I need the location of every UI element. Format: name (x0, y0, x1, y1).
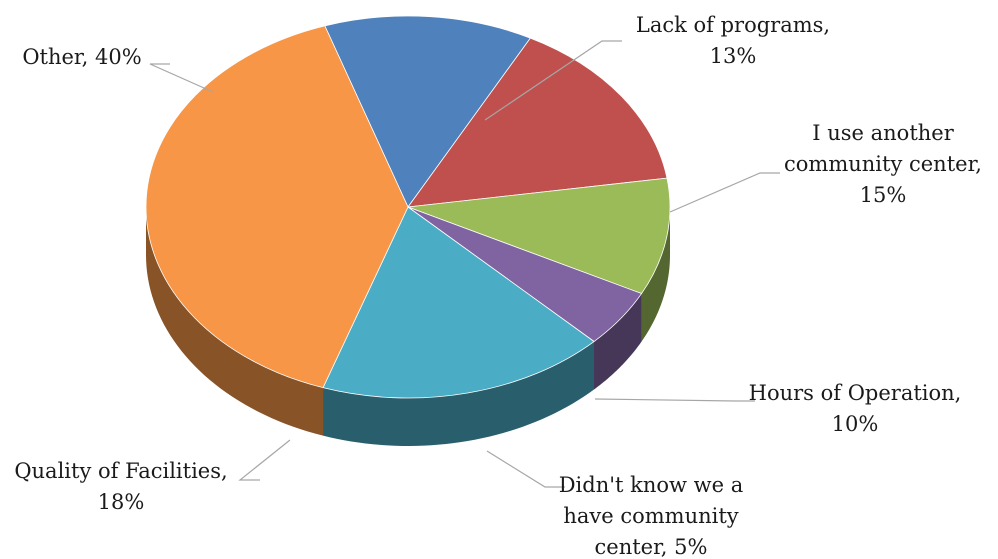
slice-lack-of-programs (324, 15, 531, 208)
leader-line-quality-of-facilities (238, 439, 291, 481)
slice-side-other (146, 207, 324, 436)
slice-label-didn-t-know-we-a-have-community-center: Didn't know we a have community center, 5% (559, 473, 744, 559)
slice-hours-of-operation (407, 177, 671, 294)
slice-side-didn-t-know-we-a-have-community-center (594, 293, 642, 390)
leader-line-didn-t-know-we-a-have-community-center (486, 450, 565, 488)
leader-line-other (149, 63, 214, 93)
slice-label-other: Other, 40% (22, 45, 141, 69)
slice-label-hours-of-operation: Hours of Operation, 10% (749, 381, 962, 436)
slice-label-i-use-another-community-center: I use another community center, 15% (784, 121, 982, 207)
slice-label-lack-of-programs: Lack of programs, 13% (636, 13, 830, 68)
slice-label-quality-of-facilities: Quality of Facilities, 18% (14, 459, 227, 514)
slice-i-use-another-community-center (407, 37, 668, 208)
slice-quality-of-facilities (322, 206, 595, 399)
pie-slices (145, 15, 671, 399)
slice-labels: Lack of programs, 13% I use another communi… (14, 13, 982, 559)
leader-line-hours-of-operation (594, 398, 755, 402)
slice-side-quality-of-facilities (323, 341, 595, 446)
leader-line-lack-of-programs (484, 40, 622, 121)
slice-other (145, 25, 409, 389)
leader-line-i-use-another-community-center (669, 172, 780, 213)
slice-side-hours-of-operation (641, 207, 670, 342)
leader-lines (149, 40, 780, 488)
